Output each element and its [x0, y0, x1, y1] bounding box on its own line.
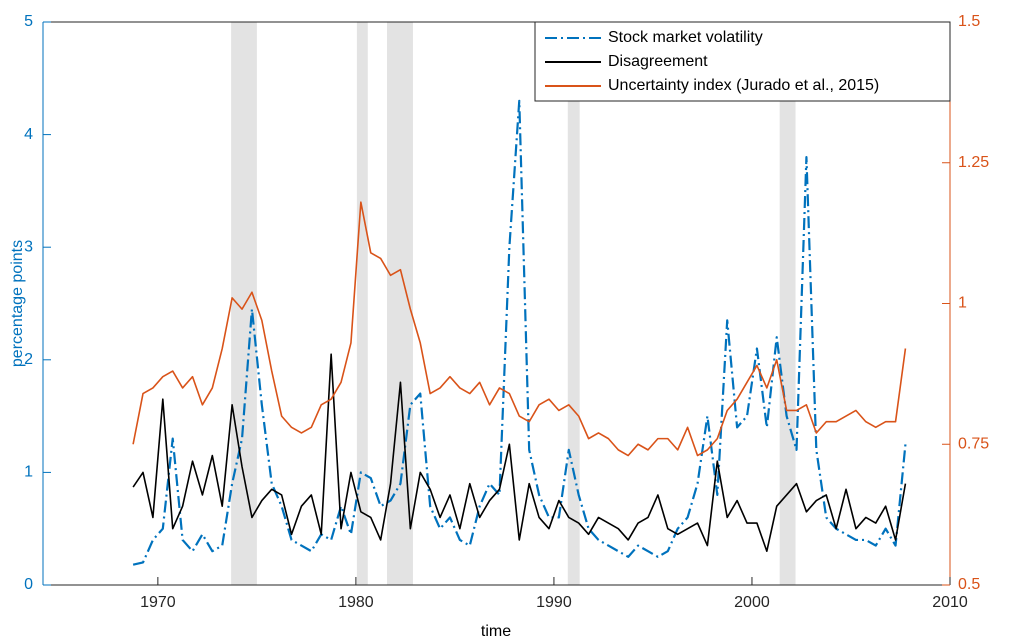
y-tick-label: 0: [24, 576, 33, 593]
shaded-region: [231, 22, 257, 585]
y-tick-label: 2: [24, 351, 33, 368]
x-tick-label: 1970: [140, 594, 176, 611]
series-line: [132, 201, 907, 457]
legend-box: [534, 21, 951, 102]
x-tick-label: 1990: [536, 594, 572, 611]
y-tick-label: 5: [24, 13, 33, 30]
y-tick-label: 3: [24, 238, 33, 255]
y-tick-label: 4: [24, 126, 33, 143]
shaded-region: [567, 22, 580, 585]
y2-tick-label: 0.5: [958, 576, 980, 593]
legend-label: Disagreement: [608, 53, 708, 70]
x-tick-label: 2000: [734, 594, 770, 611]
y2-tick-label: 1: [958, 295, 967, 312]
x-axis-label: time: [481, 623, 511, 640]
y2-tick-label: 1.5: [958, 13, 980, 30]
shaded-region: [356, 22, 368, 585]
legend: Stock market volatility Disagreement Uncer…: [534, 21, 951, 102]
x-tick-label: 2010: [932, 594, 968, 611]
y2-tick-label: 1.25: [958, 154, 989, 171]
legend-label: Stock market volatility: [608, 29, 763, 46]
series-line: [132, 99, 907, 566]
y-tick-label: 1: [24, 464, 33, 481]
y-axis-label: percentage points: [9, 240, 26, 367]
shaded-region: [779, 22, 796, 585]
legend-label: Uncertainty index (Jurado et al., 2015): [608, 77, 879, 94]
y2-tick-label: 0.75: [958, 435, 989, 452]
x-tick-label: 1980: [338, 594, 374, 611]
series-line: [132, 353, 907, 553]
